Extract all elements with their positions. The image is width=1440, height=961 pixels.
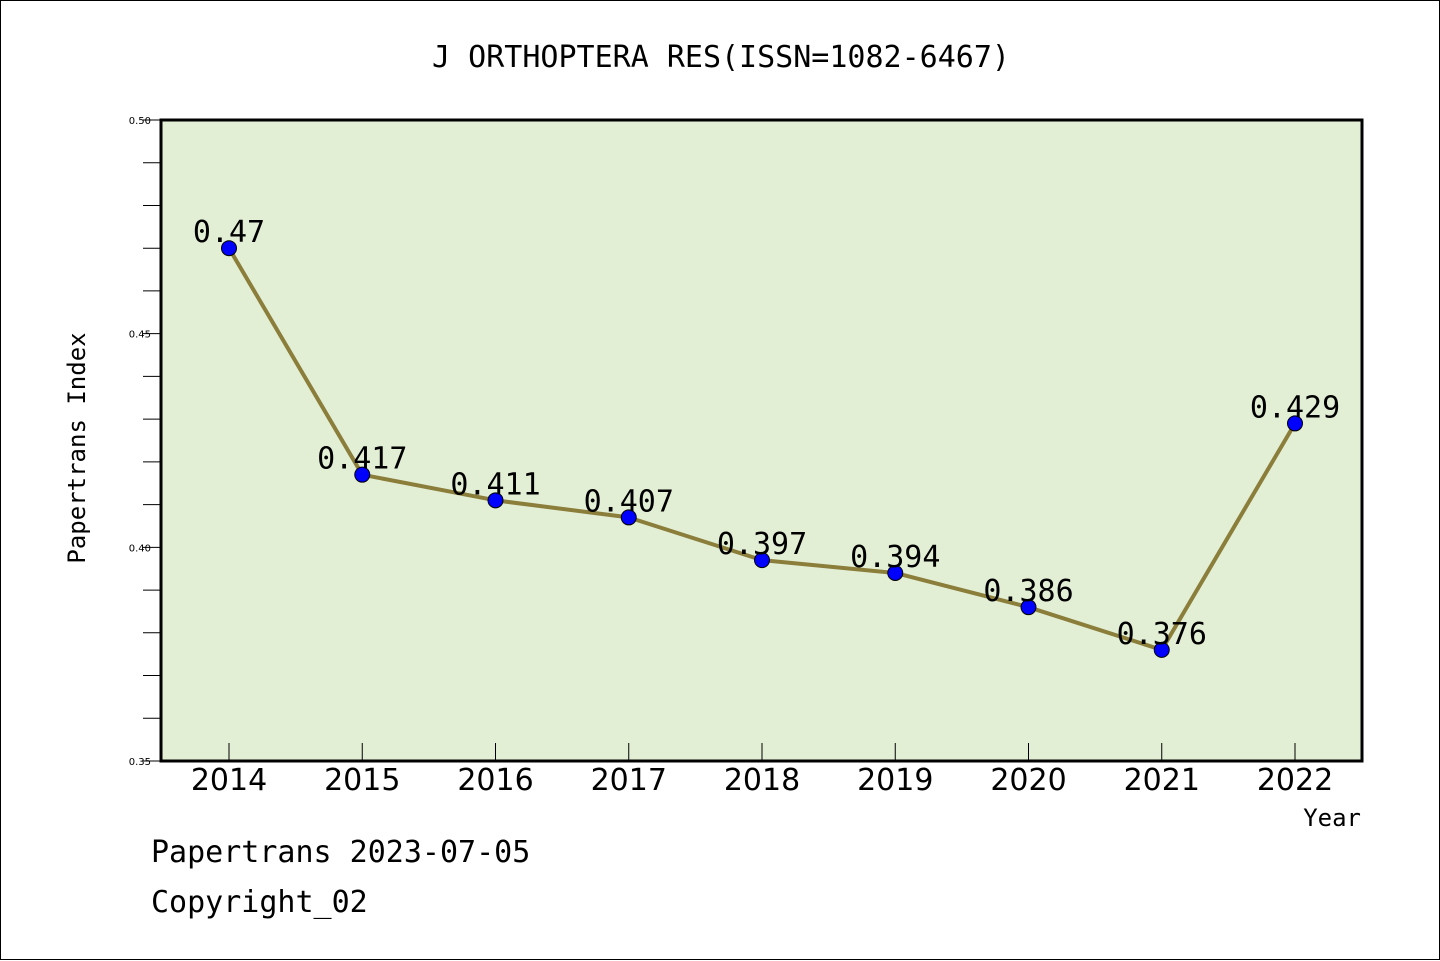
data-point [487,492,504,509]
data-label: 0.411 [450,467,540,502]
data-label: 0.376 [1117,617,1207,652]
y-tick-label: 0.45 [129,330,151,341]
data-point [1287,415,1303,432]
data-point [754,552,770,569]
x-tick-label: 2019 [857,763,933,798]
x-tick-label: 2022 [1257,763,1333,798]
x-axis-title: Year [1303,804,1361,832]
x-tick-label: 2014 [191,763,267,798]
data-labels: 0.47 0.417 0.411 0.407 0.397 0.394 0.386 0.376 0… [193,215,1340,652]
x-tick-label: 2021 [1124,763,1200,798]
y-axis: 0.35 0.40 0.45 0.50 [129,116,161,768]
y-tick-label: 0.50 [129,116,151,127]
x-tick-label: 2020 [990,763,1066,798]
data-point [221,240,237,257]
y-axis-title: Papertrans Index [63,332,91,563]
x-tick-label: 2015 [324,763,400,798]
data-label: 0.47 [193,215,265,250]
x-tick-label: 2018 [724,763,800,798]
data-point [887,564,904,581]
data-label: 0.407 [584,484,674,519]
data-label: 0.429 [1250,390,1340,425]
data-label: 0.417 [317,442,407,477]
footer-date: Papertrans 2023-07-05 [151,835,531,870]
y-tick-label: 0.35 [129,757,151,768]
data-label: 0.397 [717,527,807,562]
data-point [1153,641,1170,658]
data-label: 0.394 [850,540,940,575]
y-tick-label: 0.40 [129,543,151,554]
data-point [620,509,637,526]
data-point [1020,599,1037,616]
data-label: 0.386 [983,574,1073,609]
data-point [354,466,371,483]
x-tick-label: 2017 [591,763,667,798]
x-tick-label: 2016 [457,763,533,798]
data-markers [221,240,1303,658]
footer-copyright: Copyright_02 [151,885,368,920]
x-axis: 2014 2015 2016 2017 2018 2019 2020 2021 2022 [191,743,1333,798]
chart-title: J ORTHOPTERA RES(ISSN=1082-6467) [432,40,1010,75]
